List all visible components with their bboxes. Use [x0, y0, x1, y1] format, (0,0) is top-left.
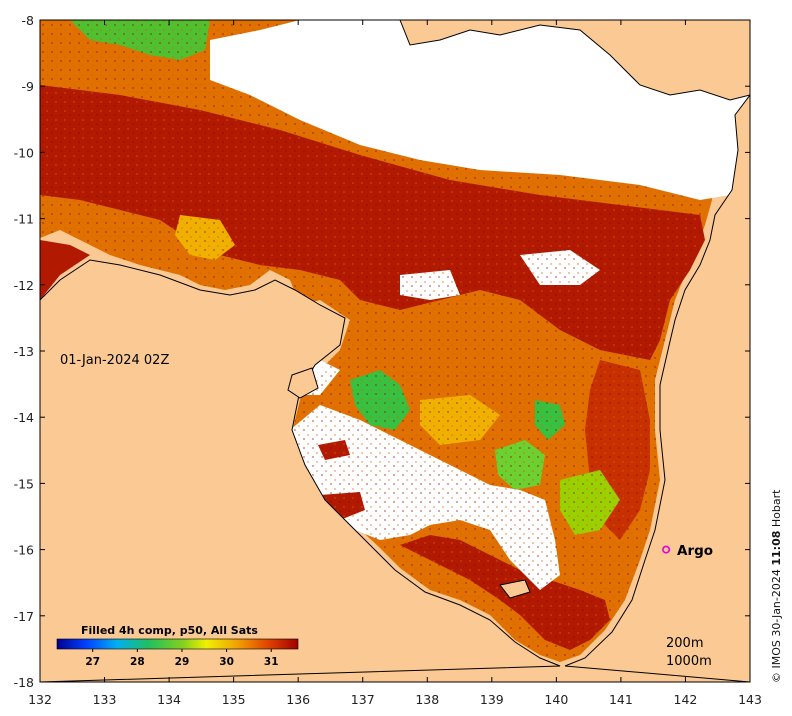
- colorbar-title: Filled 4h comp, p50, All Sats: [81, 624, 258, 637]
- credit-text: © IMOS 30-Jan-2024 11:08 Hobart: [770, 489, 783, 683]
- x-tick-label: 133: [93, 692, 117, 707]
- no-data-north: [210, 20, 750, 200]
- y-tick-label: -12: [14, 278, 34, 293]
- y-tick-label: -17: [14, 609, 34, 624]
- colorbar: Filled 4h comp, p50, All Sats 27 28 29 30 31: [56, 624, 299, 668]
- depth-1000m-label: 1000m: [666, 654, 712, 669]
- colorbar-ramp: [56, 638, 299, 650]
- y-tick-label: -13: [14, 344, 34, 359]
- x-tick-label: 135: [222, 692, 246, 707]
- sst-warm-band-west: [40, 240, 90, 300]
- land-mornington: [499, 579, 531, 599]
- y-tick-label: -8: [22, 13, 35, 28]
- colorbar-tick-label: 28: [130, 656, 145, 668]
- timestamp-label: 01-Jan-2024 02Z: [60, 353, 169, 368]
- argo-marker[interactable]: [662, 545, 671, 554]
- x-tick-label: 141: [609, 692, 633, 707]
- x-tick-label: 138: [415, 692, 439, 707]
- argo-label: Argo: [677, 543, 713, 559]
- colorbar-tick-label: 27: [85, 656, 100, 668]
- colorbar-tick-label: 31: [264, 656, 279, 668]
- y-tick-label: -14: [14, 410, 34, 425]
- y-tick-label: -10: [14, 145, 34, 160]
- colorbar-tick-label: 30: [219, 656, 234, 668]
- x-tick-label: 136: [286, 692, 310, 707]
- x-tick-label: 142: [674, 692, 698, 707]
- x-tick-label: 137: [351, 692, 375, 707]
- land-groote-eylandt: [287, 367, 319, 399]
- land-cape-york: [564, 94, 750, 682]
- x-tick-label: 140: [544, 692, 568, 707]
- land-new-guinea: [399, 20, 750, 101]
- x-tick-label: 143: [738, 692, 762, 707]
- y-tick-label: -15: [14, 476, 34, 491]
- y-axis: -8 -9 -10 -11 -12 -13 -14 -15 -16 -17 -18: [14, 13, 750, 690]
- x-tick-label: 134: [157, 692, 181, 707]
- sst-texture: [40, 20, 705, 662]
- depth-200m-label: 200m: [666, 636, 703, 651]
- y-tick-label: -18: [14, 675, 34, 690]
- y-tick-label: -9: [22, 79, 35, 94]
- x-axis: 132 133 134 135 136 137 138 139 140 141 142 143: [28, 20, 762, 707]
- colorbar-tick-label: 29: [175, 656, 190, 668]
- y-tick-label: -11: [14, 212, 34, 227]
- y-tick-label: -16: [14, 543, 34, 558]
- x-tick-label: 132: [28, 692, 52, 707]
- x-tick-label: 139: [480, 692, 504, 707]
